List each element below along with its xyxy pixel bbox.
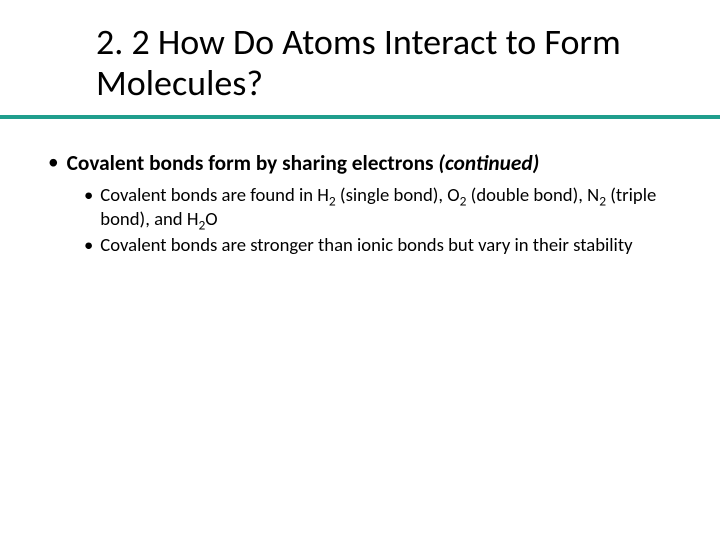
title-band: 2. 2 How Do Atoms Interact to Form Molec… <box>0 0 720 119</box>
slide-title: 2. 2 How Do Atoms Interact to Form Molec… <box>0 0 720 115</box>
subscript: 2 <box>329 193 336 210</box>
slide-body: • Covalent bonds form by sharing electro… <box>48 150 660 260</box>
bullet-dot: • <box>48 150 59 176</box>
sub-bullet-list: • Covalent bonds are found in H2 (single … <box>84 184 660 258</box>
title-underline-rule <box>0 115 720 119</box>
subscript: 2 <box>599 193 606 210</box>
subscript: 2 <box>460 193 467 210</box>
subscript: 2 <box>198 217 205 234</box>
sub-bullet: • Covalent bonds are found in H2 (single … <box>84 184 660 232</box>
sub-bullet-text: Covalent bonds are found in H2 (single b… <box>100 184 660 232</box>
bullet-heading-continued: (continued) <box>438 150 539 176</box>
bullet-level1: • Covalent bonds form by sharing electro… <box>48 150 660 176</box>
slide: { "title": { "text": "2. 2 How Do Atoms … <box>0 0 720 540</box>
sub-bullet-text: Covalent bonds are stronger than ionic b… <box>100 234 632 257</box>
bullet-heading-label: Covalent bonds form by sharing electrons <box>67 150 439 176</box>
bullet-dot: • <box>84 184 93 207</box>
sub-bullet: • Covalent bonds are stronger than ionic … <box>84 234 660 257</box>
bullet-dot: • <box>84 234 93 257</box>
bullet-heading-text: Covalent bonds form by sharing electrons… <box>67 150 540 176</box>
